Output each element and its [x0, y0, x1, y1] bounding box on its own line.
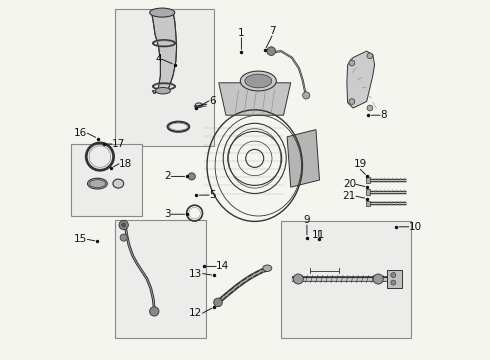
Circle shape — [367, 105, 373, 111]
Bar — [366, 201, 370, 206]
Text: 18: 18 — [119, 159, 132, 169]
Circle shape — [120, 234, 127, 241]
Text: 6: 6 — [209, 96, 216, 106]
Circle shape — [373, 274, 383, 284]
Text: 11: 11 — [312, 230, 325, 240]
Text: 14: 14 — [216, 261, 229, 271]
Text: 4: 4 — [156, 54, 162, 64]
Text: 10: 10 — [409, 222, 422, 232]
Ellipse shape — [149, 8, 175, 17]
Ellipse shape — [245, 74, 272, 88]
Polygon shape — [387, 270, 402, 288]
Bar — [72, 144, 143, 216]
Ellipse shape — [89, 180, 105, 188]
Text: 16: 16 — [74, 128, 87, 138]
Ellipse shape — [88, 178, 107, 189]
Circle shape — [188, 173, 196, 180]
Text: 2: 2 — [165, 171, 171, 181]
Text: 3: 3 — [165, 209, 171, 219]
Text: 17: 17 — [112, 139, 125, 149]
Circle shape — [391, 280, 396, 285]
Circle shape — [349, 99, 355, 104]
Circle shape — [367, 53, 373, 59]
Circle shape — [119, 220, 128, 230]
Ellipse shape — [113, 179, 123, 188]
Text: 12: 12 — [189, 308, 202, 318]
Polygon shape — [347, 51, 374, 108]
Bar — [115, 220, 206, 338]
Text: 20: 20 — [343, 179, 356, 189]
Circle shape — [293, 274, 303, 284]
Text: 5: 5 — [209, 190, 216, 200]
Circle shape — [349, 60, 355, 66]
Text: 13: 13 — [189, 269, 202, 279]
Text: 1: 1 — [238, 28, 245, 38]
Polygon shape — [287, 130, 319, 187]
Text: 15: 15 — [74, 234, 87, 244]
Circle shape — [149, 307, 159, 316]
Polygon shape — [151, 12, 176, 94]
Bar — [366, 189, 370, 195]
Circle shape — [303, 92, 310, 99]
Circle shape — [267, 47, 275, 55]
Polygon shape — [219, 83, 291, 115]
Ellipse shape — [155, 87, 171, 94]
Bar — [366, 177, 370, 183]
Text: 19: 19 — [354, 159, 367, 169]
Bar — [281, 221, 411, 338]
Bar — [115, 9, 215, 146]
Text: 9: 9 — [304, 215, 310, 225]
Circle shape — [391, 273, 396, 278]
Circle shape — [214, 298, 222, 307]
Ellipse shape — [263, 265, 272, 271]
Text: 8: 8 — [380, 110, 387, 120]
Circle shape — [122, 223, 126, 227]
Ellipse shape — [240, 71, 276, 91]
Text: 7: 7 — [269, 26, 275, 36]
Text: 21: 21 — [343, 191, 356, 201]
